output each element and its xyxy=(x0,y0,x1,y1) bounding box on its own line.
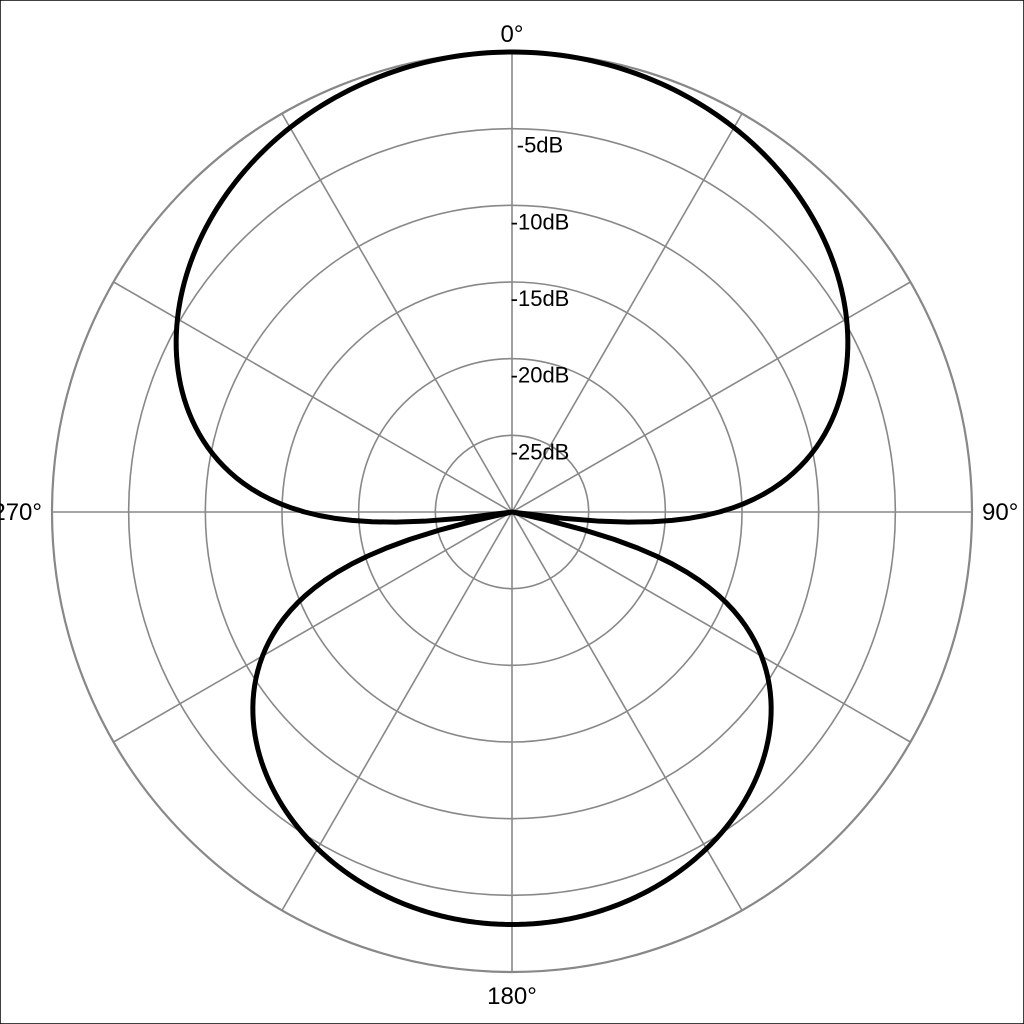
angle-label: 0° xyxy=(501,21,524,48)
angle-label: 90° xyxy=(982,499,1018,526)
db-label: -5dB xyxy=(517,133,563,158)
db-label: -10dB xyxy=(511,209,570,234)
db-label: -15dB xyxy=(511,286,570,311)
angle-label: 180° xyxy=(487,983,537,1010)
polar-chart-frame: -5dB -10dB -15dB -20dB -25dB 0° 90° 180° 270° xyxy=(0,0,1024,1024)
angle-label: 270° xyxy=(0,499,42,526)
polar-chart-svg: -5dB -10dB -15dB -20dB -25dB 0° 90° 180° 270° xyxy=(0,0,1024,1024)
db-label: -25dB xyxy=(511,439,570,464)
db-label: -20dB xyxy=(511,363,570,388)
